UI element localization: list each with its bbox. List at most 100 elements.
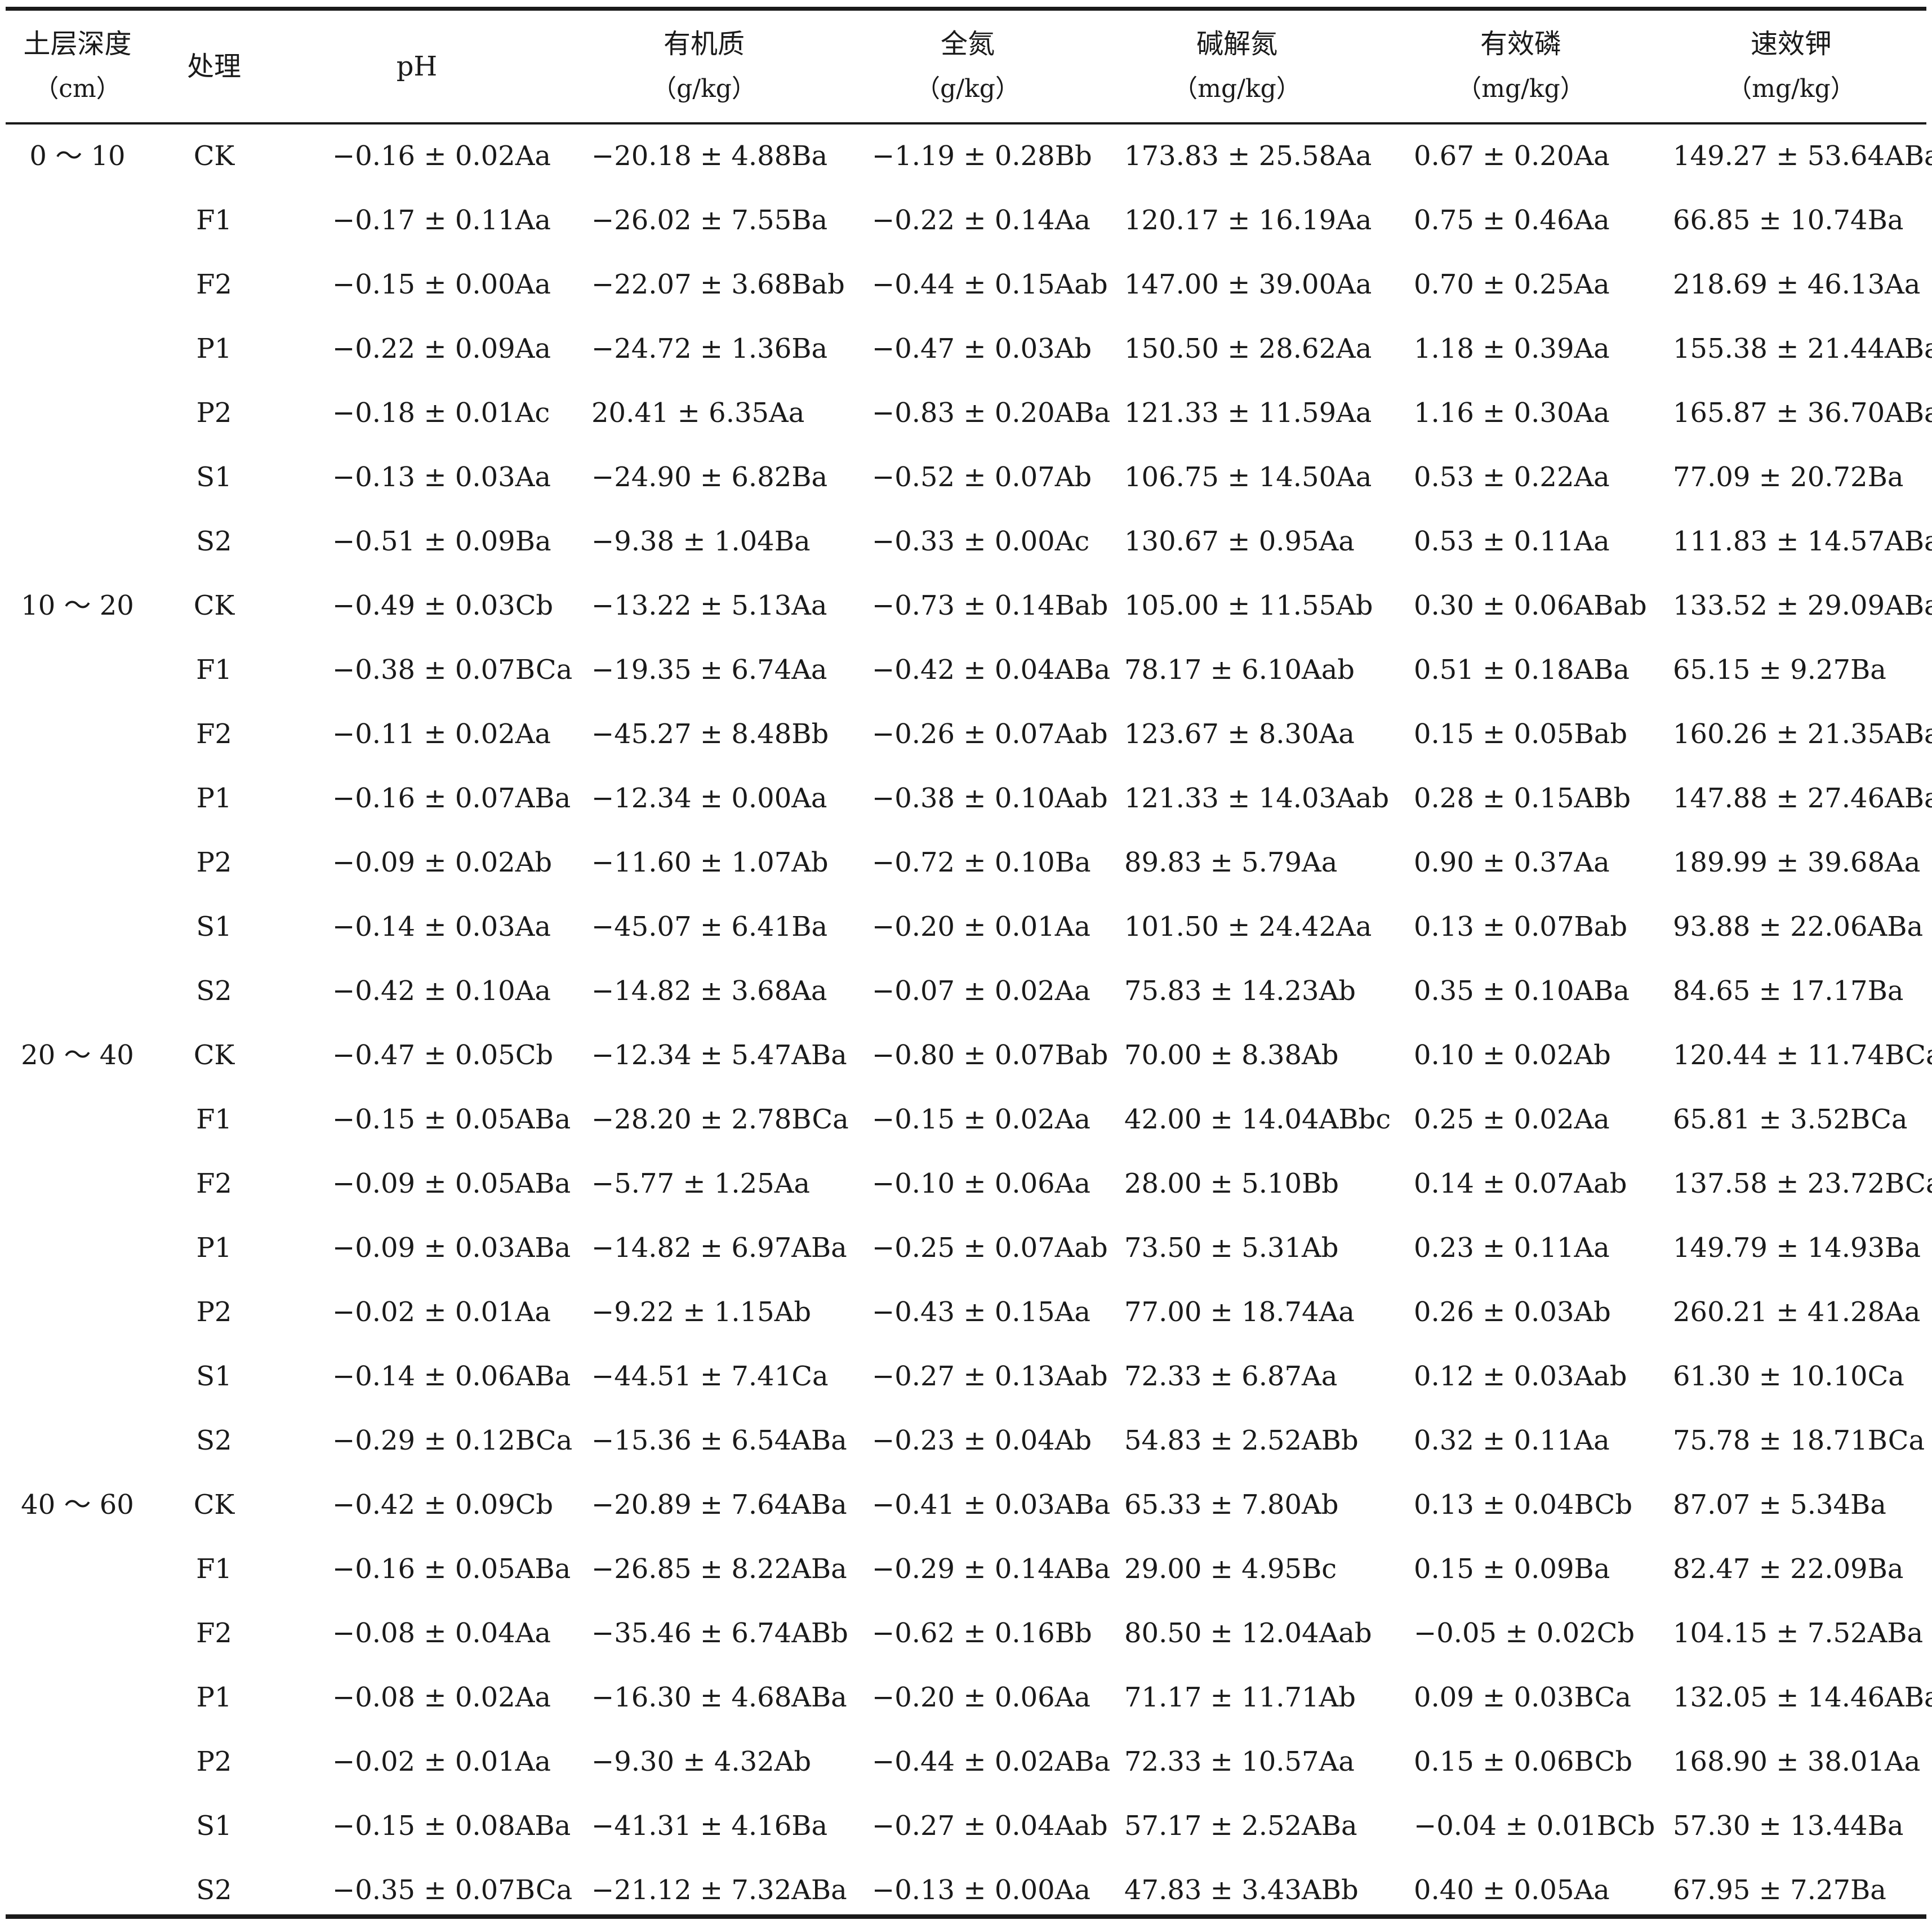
table-row: F1 −0.16 ± 0.05ABa −26.85 ± 8.22ABa −0.29 ±… [0, 1537, 1932, 1601]
cell-organic-matter: −9.38 ± 1.04Ba [591, 526, 811, 557]
cell-alkali-nitrogen: 121.33 ± 14.03Aab [1124, 783, 1390, 814]
cell-alkali-nitrogen: 106.75 ± 14.50Aa [1124, 461, 1372, 493]
cell-ph: −0.16 ± 0.02Aa [332, 140, 551, 172]
cell-available-phosphorus: 0.67 ± 0.20Aa [1414, 140, 1610, 172]
cell-total-nitrogen: −0.25 ± 0.07Aab [872, 1232, 1108, 1264]
cell-total-nitrogen: −0.43 ± 0.15Aa [872, 1296, 1090, 1328]
table-row: S2 −0.29 ± 0.12BCa −15.36 ± 6.54ABa −0.23 ±… [0, 1408, 1932, 1473]
cell-total-nitrogen: −0.44 ± 0.02ABa [872, 1746, 1111, 1777]
table-row: P1 −0.22 ± 0.09Aa −24.72 ± 1.36Ba −0.47 ± 0… [0, 317, 1932, 381]
cell-total-nitrogen: −0.27 ± 0.13Aab [872, 1361, 1108, 1392]
cell-available-phosphorus: 0.90 ± 0.37Aa [1414, 847, 1610, 878]
cell-available-potassium: 165.87 ± 36.70ABa [1673, 397, 1932, 429]
cell-organic-matter: 20.41 ± 6.35Aa [591, 397, 805, 429]
cell-available-potassium: 65.15 ± 9.27Ba [1673, 654, 1886, 686]
cell-treatment: F1 [196, 205, 232, 236]
cell-available-phosphorus: 0.15 ± 0.06BCb [1414, 1746, 1633, 1777]
cell-depth [11, 830, 144, 895]
cell-available-potassium: 168.90 ± 38.01Aa [1673, 1746, 1921, 1777]
cell-alkali-nitrogen: 72.33 ± 6.87Aa [1124, 1361, 1338, 1392]
cell-ph: −0.15 ± 0.08ABa [332, 1810, 571, 1842]
cell-treatment: F2 [196, 1617, 232, 1649]
cell-treatment: P2 [196, 397, 232, 429]
cell-available-potassium: 66.85 ± 10.74Ba [1673, 205, 1904, 236]
cell-depth [11, 1087, 144, 1152]
table-row: 10 ～ 20 CK −0.49 ± 0.03Cb −13.22 ± 5.13Aa −0… [0, 574, 1932, 638]
cell-total-nitrogen: −0.73 ± 0.14Bab [872, 590, 1109, 621]
cell-available-phosphorus: 0.40 ± 0.05Aa [1414, 1874, 1610, 1906]
cell-available-potassium: 218.69 ± 46.13Aa [1673, 269, 1921, 300]
cell-depth [11, 1216, 144, 1280]
cell-alkali-nitrogen: 54.83 ± 2.52ABb [1124, 1425, 1359, 1456]
cell-ph: −0.13 ± 0.03Aa [332, 461, 551, 493]
cell-alkali-nitrogen: 29.00 ± 4.95Bc [1124, 1553, 1337, 1585]
cell-alkali-nitrogen: 89.83 ± 5.79Aa [1124, 847, 1338, 878]
cell-treatment: P1 [196, 333, 232, 365]
cell-alkali-nitrogen: 147.00 ± 39.00Aa [1124, 269, 1372, 300]
header-organic-matter-unit: （g/kg） [652, 74, 756, 103]
bottom-rule [6, 1914, 1926, 1919]
cell-available-potassium: 260.21 ± 41.28Aa [1673, 1296, 1921, 1328]
cell-treatment: S2 [196, 1425, 232, 1456]
cell-treatment: F1 [196, 1104, 232, 1135]
cell-available-potassium: 111.83 ± 14.57ABa [1673, 526, 1932, 557]
cell-alkali-nitrogen: 65.33 ± 7.80Ab [1124, 1489, 1339, 1521]
cell-organic-matter: −11.60 ± 1.07Ab [591, 847, 829, 878]
cell-treatment: F1 [196, 654, 232, 686]
cell-organic-matter: −20.89 ± 7.64ABa [591, 1489, 847, 1521]
cell-depth [11, 1537, 144, 1601]
cell-alkali-nitrogen: 105.00 ± 11.55Ab [1124, 590, 1373, 621]
table-row: P2 −0.18 ± 0.01Ac 20.41 ± 6.35Aa −0.83 ± 0.… [0, 381, 1932, 445]
cell-alkali-nitrogen: 101.50 ± 24.42Aa [1124, 911, 1372, 943]
cell-depth [11, 1280, 144, 1344]
cell-alkali-nitrogen: 57.17 ± 2.52ABa [1124, 1810, 1357, 1842]
cell-available-phosphorus: 0.53 ± 0.22Aa [1414, 461, 1610, 493]
table-row: S2 −0.42 ± 0.10Aa −14.82 ± 3.68Aa −0.07 ± 0… [0, 959, 1932, 1023]
cell-ph: −0.08 ± 0.04Aa [332, 1617, 551, 1649]
table-row: F1 −0.17 ± 0.11Aa −26.02 ± 7.55Ba −0.22 ± 0… [0, 188, 1932, 252]
cell-available-phosphorus: 0.14 ± 0.07Aab [1414, 1168, 1627, 1199]
header-depth-label: 土层深度 [23, 28, 132, 60]
cell-total-nitrogen: −0.29 ± 0.14ABa [872, 1553, 1111, 1585]
cell-alkali-nitrogen: 42.00 ± 14.04ABbc [1124, 1104, 1391, 1135]
cell-available-phosphorus: 0.53 ± 0.11Aa [1414, 526, 1610, 557]
cell-total-nitrogen: −0.41 ± 0.03ABa [872, 1489, 1111, 1521]
cell-ph: −0.42 ± 0.10Aa [332, 975, 551, 1007]
cell-available-potassium: 93.88 ± 22.06ABa [1673, 911, 1924, 943]
table-row: F2 −0.11 ± 0.02Aa −45.27 ± 8.48Bb −0.26 ± 0… [0, 702, 1932, 766]
cell-treatment: CK [193, 1489, 235, 1521]
cell-organic-matter: −14.82 ± 3.68Aa [591, 975, 827, 1007]
cell-total-nitrogen: −0.38 ± 0.10Aab [872, 783, 1108, 814]
cell-ph: −0.18 ± 0.01Ac [332, 397, 550, 429]
cell-treatment: F2 [196, 718, 232, 750]
cell-treatment: CK [193, 1039, 235, 1071]
table-row: P2 −0.02 ± 0.01Aa −9.30 ± 4.32Ab −0.44 ± 0.… [0, 1730, 1932, 1794]
cell-available-phosphorus: 0.32 ± 0.11Aa [1414, 1425, 1610, 1456]
cell-ph: −0.15 ± 0.00Aa [332, 269, 551, 300]
cell-available-phosphorus: 0.30 ± 0.06ABab [1414, 590, 1647, 621]
table-row: 0 ～ 10 CK −0.16 ± 0.02Aa −20.18 ± 4.88Ba −1.… [0, 124, 1932, 188]
cell-treatment: S2 [196, 1874, 232, 1906]
cell-available-phosphorus: 0.70 ± 0.25Aa [1414, 269, 1610, 300]
cell-alkali-nitrogen: 120.17 ± 16.19Aa [1124, 205, 1372, 236]
cell-depth [11, 252, 144, 317]
cell-total-nitrogen: −1.19 ± 0.28Bb [872, 140, 1092, 172]
header-alkali-nitrogen-label: 碱解氮 [1196, 28, 1277, 60]
header-depth-unit: （cm） [34, 74, 121, 103]
cell-total-nitrogen: −0.27 ± 0.04Aab [872, 1810, 1108, 1842]
header-available-phosphorus-label: 有效磷 [1480, 28, 1561, 60]
cell-available-potassium: 87.07 ± 5.34Ba [1673, 1489, 1886, 1521]
cell-ph: −0.09 ± 0.03ABa [332, 1232, 571, 1264]
cell-depth [11, 766, 144, 830]
header-ph: pH [332, 23, 501, 110]
cell-treatment: F1 [196, 1553, 232, 1585]
table-row: S1 −0.14 ± 0.06ABa −44.51 ± 7.41Ca −0.27 ± … [0, 1344, 1932, 1408]
cell-organic-matter: −45.07 ± 6.41Ba [591, 911, 828, 943]
cell-treatment: F2 [196, 1168, 232, 1199]
cell-total-nitrogen: −0.23 ± 0.04Ab [872, 1425, 1092, 1456]
cell-available-phosphorus: 0.09 ± 0.03BCa [1414, 1682, 1631, 1713]
cell-total-nitrogen: −0.83 ± 0.20ABa [872, 397, 1111, 429]
cell-alkali-nitrogen: 28.00 ± 5.10Bb [1124, 1168, 1339, 1199]
cell-organic-matter: −9.30 ± 4.32Ab [591, 1746, 812, 1777]
table-row: S1 −0.15 ± 0.08ABa −41.31 ± 4.16Ba −0.27 ± … [0, 1794, 1932, 1858]
